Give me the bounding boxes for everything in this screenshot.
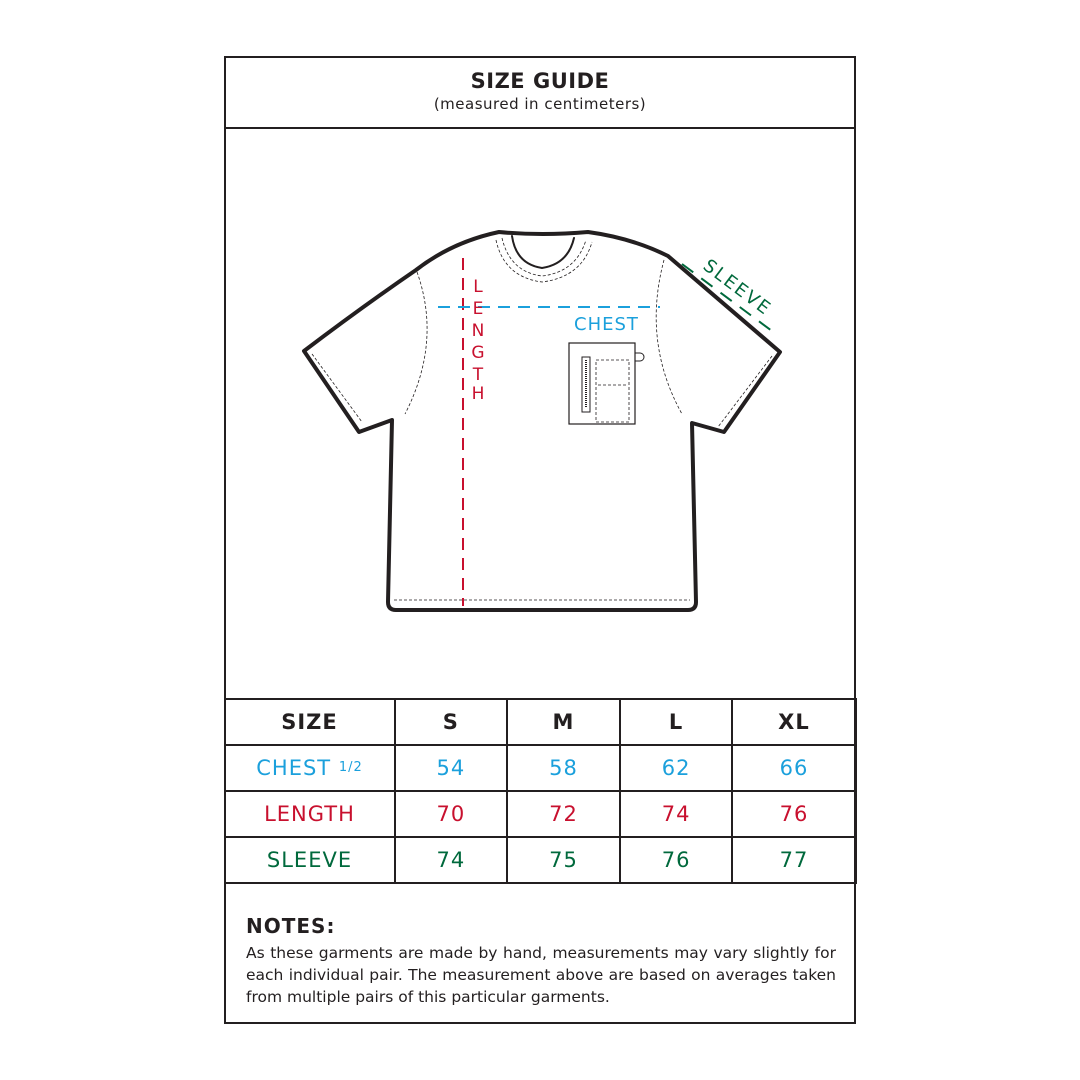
header-cell: S xyxy=(393,698,509,746)
page-subtitle: (measured in centimeters) xyxy=(433,95,647,113)
header-cell: XL xyxy=(731,698,857,746)
header-cell: M xyxy=(506,698,621,746)
tshirt-outline xyxy=(302,230,782,612)
table-cell: 77 xyxy=(731,836,857,884)
size-guide-card: SIZE GUIDE (measured in centimeters) xyxy=(223,56,857,1024)
stitching xyxy=(311,237,773,601)
table-row-chest: CHEST 1/2 54 58 62 66 xyxy=(223,744,857,792)
table-cell: 74 xyxy=(393,836,509,884)
notes-section: NOTES: As these garments are made by han… xyxy=(226,896,854,1022)
table-cell: 54 xyxy=(393,744,509,792)
table-cell: 58 xyxy=(506,744,621,792)
header-cell: L xyxy=(618,698,734,746)
pocket xyxy=(568,342,645,425)
table-cell: 75 xyxy=(506,836,621,884)
notes-heading: NOTES: xyxy=(246,914,336,938)
table-header-row: SIZE S M L XL xyxy=(223,698,857,746)
table-row-sleeve: SLEEVE 74 75 76 77 xyxy=(223,836,857,884)
header: SIZE GUIDE (measured in centimeters) xyxy=(226,58,854,129)
header-cell: SIZE xyxy=(223,698,396,746)
table-cell: 76 xyxy=(731,790,857,838)
row-label: CHEST 1/2 xyxy=(223,744,396,792)
table-cell: 62 xyxy=(618,744,734,792)
row-label-suffix: 1/2 xyxy=(338,760,363,775)
notes-body: As these garments are made by hand, meas… xyxy=(246,944,836,1006)
table-cell: 70 xyxy=(393,790,509,838)
row-label-text: CHEST xyxy=(256,756,332,780)
table-cell: 76 xyxy=(618,836,734,884)
row-label: LENGTH xyxy=(223,790,396,838)
chest-label: CHEST xyxy=(574,314,639,335)
row-label: SLEEVE xyxy=(223,836,396,884)
page-title: SIZE GUIDE xyxy=(470,69,610,93)
table-cell: 66 xyxy=(731,744,857,792)
table-cell: 72 xyxy=(506,790,621,838)
table-cell: 74 xyxy=(618,790,734,838)
size-table: SIZE S M L XL CHEST 1/2 54 58 62 66 LENG… xyxy=(223,698,857,884)
sleeve-label: SLEEVE xyxy=(699,255,775,320)
table-row-length: LENGTH 70 72 74 76 xyxy=(223,790,857,838)
sleeve-measure-line xyxy=(681,263,777,335)
